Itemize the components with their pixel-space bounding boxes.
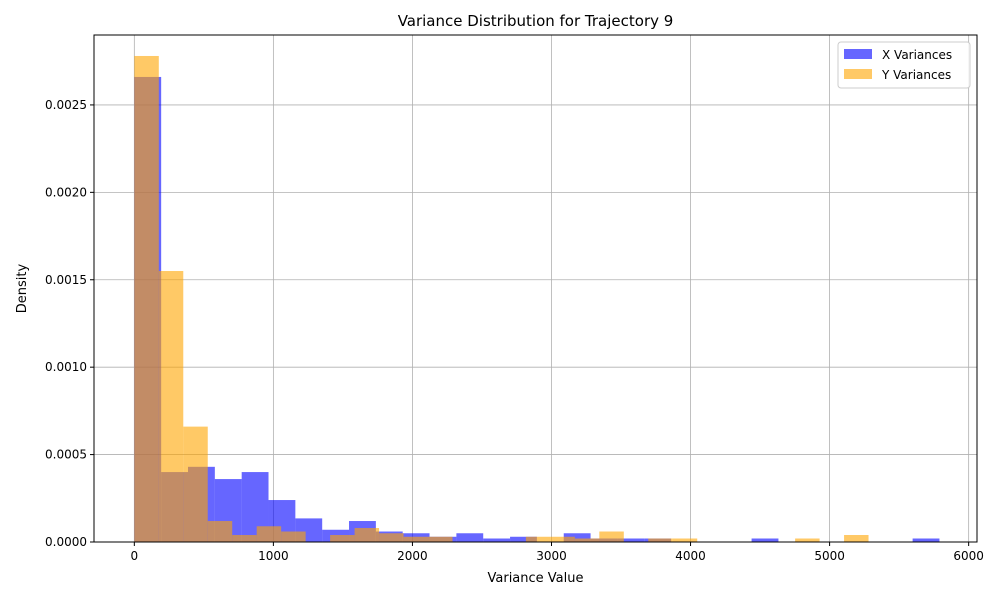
plot-frame (93, 34, 978, 543)
histogram-bar-y (599, 531, 624, 542)
x-axis-label: Variance Value (488, 571, 584, 586)
histogram-bar-y (428, 536, 453, 542)
legend-label: Y Variances (881, 68, 951, 82)
histogram-bar-y (403, 536, 429, 542)
y-tick-label: 0.0005 (45, 448, 87, 462)
histogram-bar-x (617, 538, 645, 542)
y-tick-label: 0.0010 (45, 360, 87, 374)
histogram-bar-x (483, 538, 511, 542)
histogram-bar-y (672, 538, 698, 542)
chart-title: Variance Distribution for Trajectory 9 (398, 12, 674, 30)
histogram-bar-y (134, 55, 159, 542)
histogram-bars (134, 55, 940, 542)
histogram-bar-y (550, 536, 575, 542)
histogram-bar-y (183, 426, 208, 542)
x-tick-label: 1000 (258, 549, 289, 563)
histogram-bar-x (456, 533, 484, 542)
histogram-bar-y (379, 533, 404, 542)
histogram-bar-y (844, 535, 869, 542)
y-tick-label: 0.0015 (45, 273, 87, 287)
legend: X Variances Y Variances (837, 41, 971, 89)
x-tick-label: 6000 (953, 549, 984, 563)
histogram-bar-y (354, 528, 380, 542)
histogram-bar-y (525, 536, 551, 542)
x-tick-label: 0 (131, 549, 139, 563)
histogram-bar-y (207, 521, 233, 542)
x-tick-label: 5000 (814, 549, 845, 563)
y-tick-label: 0.0020 (45, 185, 87, 199)
y-tick-label: 0.0000 (45, 535, 87, 549)
histogram-bar-y (281, 531, 306, 542)
histogram-bar-x (751, 538, 779, 542)
x-tick-label: 4000 (675, 549, 706, 563)
y-tick-label: 0.0025 (45, 98, 87, 112)
histogram-bar-y (795, 538, 820, 542)
histogram-bar-y (330, 535, 355, 542)
histogram-bar-y (648, 538, 673, 542)
histogram-bar-y (256, 526, 282, 542)
legend-label: X Variances (882, 48, 952, 62)
x-tick-label: 3000 (536, 549, 567, 563)
histogram-bar-x (510, 536, 537, 542)
histogram-bar-x (563, 533, 591, 542)
y-axis-label: Density (15, 263, 30, 313)
axis-ticks: 0 1000 2000 3000 4000 5000 6000 0.0000 0.0005 0.0… (45, 98, 984, 563)
legend-swatch (844, 49, 872, 59)
histogram-bar-y (158, 271, 184, 542)
x-tick-label: 2000 (397, 549, 428, 563)
legend-swatch (844, 69, 872, 79)
histogram-bar-y (574, 538, 600, 542)
histogram-bar-x (912, 538, 940, 542)
histogram-bar-y (232, 535, 257, 542)
